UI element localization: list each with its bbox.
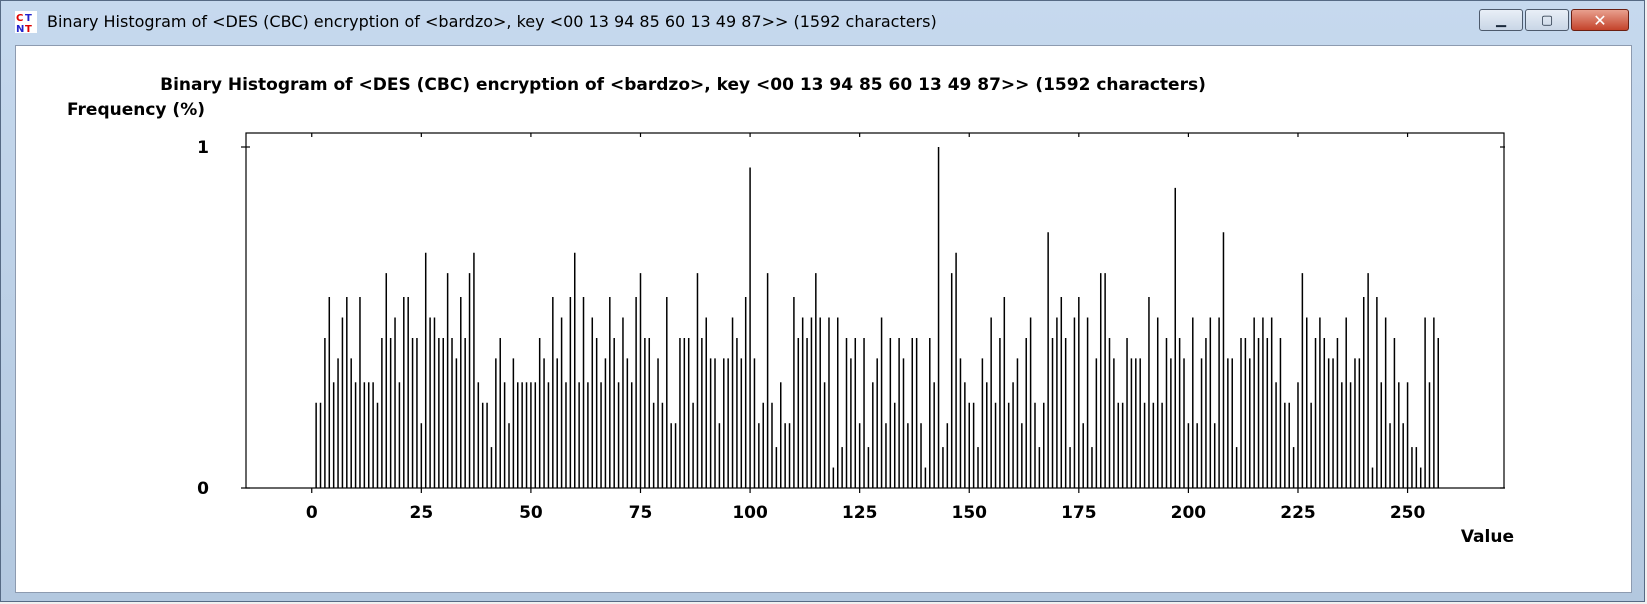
histogram-chart: Binary Histogram of <DES (CBC) encryptio… (67, 75, 1514, 547)
x-tick-label: 75 (629, 503, 653, 523)
y-tick-label: 0 (197, 479, 209, 499)
maximize-button[interactable]: ▢ (1525, 9, 1569, 31)
x-tick-label: 200 (1171, 503, 1207, 523)
minimize-button[interactable]: ▁ (1479, 9, 1523, 31)
y-axis-label: Frequency (%) (67, 100, 205, 120)
svg-text:T: T (25, 24, 32, 33)
x-tick-label: 175 (1061, 503, 1097, 523)
svg-text:C: C (16, 13, 23, 24)
x-tick-label: 50 (519, 503, 543, 523)
x-axis-label: Value (1461, 527, 1514, 547)
window-title: Binary Histogram of <DES (CBC) encryptio… (47, 12, 937, 31)
x-tick-label: 150 (951, 503, 987, 523)
svg-text:N: N (16, 24, 24, 33)
x-tick-label: 125 (842, 503, 878, 523)
x-tick-label: 0 (306, 503, 318, 523)
x-tick-label: 250 (1390, 503, 1426, 523)
maximize-icon: ▢ (1540, 12, 1554, 28)
x-tick-label: 225 (1280, 503, 1316, 523)
cryptool-app-icon: C T N T (15, 11, 37, 33)
x-tick-label: 25 (409, 503, 433, 523)
title-bar[interactable]: C T N T Binary Histogram of <DES (CBC) e… (1, 1, 1644, 39)
plot-frame (245, 132, 1505, 489)
minimize-icon: ▁ (1496, 12, 1506, 28)
y-tick-label: 1 (197, 138, 209, 158)
chart-area: Binary Histogram of <DES (CBC) encryptio… (15, 45, 1632, 593)
close-button[interactable]: ✕ (1571, 9, 1629, 31)
svg-text:T: T (25, 13, 32, 24)
x-tick-label: 100 (732, 503, 768, 523)
chart-title: Binary Histogram of <DES (CBC) encryptio… (160, 75, 1206, 95)
close-icon: ✕ (1593, 10, 1607, 30)
